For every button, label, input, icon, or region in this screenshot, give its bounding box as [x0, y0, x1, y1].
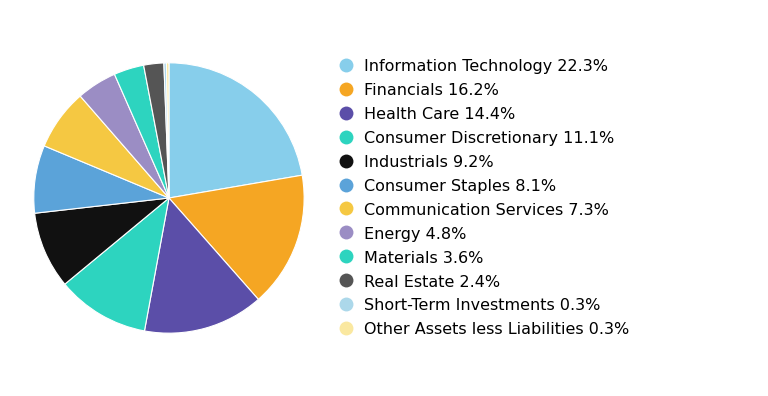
Wedge shape [144, 63, 169, 198]
Wedge shape [80, 74, 169, 198]
Legend: Information Technology 22.3%, Financials 16.2%, Health Care 14.4%, Consumer Disc: Information Technology 22.3%, Financials… [338, 59, 629, 337]
Wedge shape [164, 63, 169, 198]
Wedge shape [169, 175, 304, 299]
Wedge shape [45, 96, 169, 198]
Wedge shape [114, 65, 169, 198]
Wedge shape [65, 198, 169, 331]
Wedge shape [35, 198, 169, 284]
Wedge shape [167, 63, 169, 198]
Wedge shape [169, 63, 302, 198]
Wedge shape [34, 146, 169, 213]
Wedge shape [144, 198, 258, 333]
